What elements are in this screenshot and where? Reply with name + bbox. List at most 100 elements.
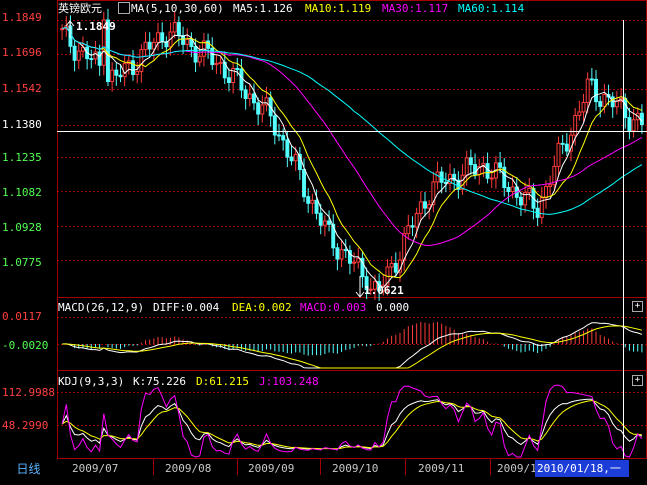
kdj-k-value: K:75.226 — [133, 375, 186, 388]
candle-body — [364, 276, 369, 291]
candle-body — [602, 94, 607, 107]
ma60-value: MA60:1.114 — [458, 2, 525, 15]
candle-body — [564, 143, 569, 152]
candle-body — [176, 22, 181, 37]
moving-average-lines — [61, 26, 643, 288]
ma30-value: MA30:1.117 — [382, 2, 449, 15]
candle-body — [139, 49, 144, 73]
candle-body — [435, 171, 440, 183]
candle-body — [131, 60, 135, 75]
candle-body — [573, 115, 578, 136]
candle-body — [631, 119, 636, 132]
candle-body — [143, 41, 148, 51]
main-y-tick: 1.1082 — [2, 186, 42, 199]
candle-body — [393, 262, 398, 273]
candle-body — [343, 249, 348, 252]
cursor-date-box: 2010/01/18,一 — [535, 460, 629, 477]
ma-settings-icon[interactable] — [118, 2, 130, 14]
candle-body — [639, 112, 644, 126]
candle-body — [485, 163, 490, 179]
candle-body — [164, 41, 169, 48]
candle-body — [418, 201, 423, 214]
macd-expand-button[interactable]: + — [632, 301, 643, 312]
candle-body — [322, 220, 327, 226]
candle-body — [226, 77, 231, 84]
low-label: 1.0621 — [364, 284, 404, 297]
high-arrow — [65, 20, 75, 38]
main-y-tick: 1.0775 — [2, 256, 42, 269]
candle-body — [210, 47, 215, 66]
candle-body — [585, 78, 590, 103]
candle-body — [473, 164, 478, 175]
candle-body — [285, 139, 290, 158]
candle-body — [247, 93, 252, 99]
candle-body — [339, 249, 344, 260]
candle-body — [89, 58, 94, 61]
candle-body — [410, 225, 415, 228]
candle-body — [327, 220, 332, 225]
candle-body — [218, 61, 223, 64]
candle-body — [193, 46, 198, 63]
candle-body — [289, 156, 294, 162]
main-candles — [60, 8, 644, 301]
candle-body — [460, 174, 465, 190]
ma-label: MA(5,10,30,60) — [131, 2, 224, 15]
candle-body — [352, 261, 357, 264]
candle-body — [589, 78, 594, 81]
candle-body — [156, 32, 160, 43]
candle-body — [72, 45, 77, 61]
macd-diff-line — [62, 322, 643, 369]
main-y-tick: 1.1849 — [2, 11, 42, 24]
macd-label: MACD(26,12,9) — [58, 301, 145, 314]
candle-body — [560, 142, 565, 145]
candle-body — [577, 111, 582, 117]
candle-body — [310, 199, 315, 204]
ma10-line — [61, 26, 643, 279]
candle-body — [93, 51, 98, 60]
candle-body — [277, 134, 281, 137]
kdj-d-line — [61, 399, 642, 450]
candle-body — [518, 196, 523, 206]
ma10-value: MA10:1.119 — [305, 2, 372, 15]
period-tab-daily[interactable]: 日线 — [0, 460, 57, 478]
candle-body — [406, 225, 411, 235]
candle-body — [598, 101, 603, 107]
candle-body — [372, 281, 377, 290]
candle-body — [368, 288, 373, 291]
candle-body — [523, 192, 528, 206]
candle-body — [527, 187, 532, 194]
x-tick: 2009/09 — [248, 462, 295, 475]
kdj-y-tick: 48.2990 — [2, 419, 49, 432]
candle-body — [293, 153, 298, 162]
main-y-tick: 1.1542 — [2, 82, 42, 95]
candle-body — [489, 177, 494, 180]
ma60-line — [61, 26, 643, 215]
candle-body — [498, 162, 503, 168]
candle-body — [569, 134, 573, 152]
macd-dea-line — [62, 325, 643, 369]
kdj-j-value: J:103.248 — [259, 375, 319, 388]
candle-body — [452, 173, 457, 181]
candle-body — [347, 250, 352, 264]
kdj-expand-button[interactable]: + — [632, 375, 643, 386]
kdj-lines — [61, 384, 643, 458]
low-arrow — [355, 276, 365, 298]
candle-body — [272, 115, 277, 136]
kdj-label: KDJ(9,3,3) — [58, 375, 125, 388]
macd-macd-value: MACD:0.003 — [300, 301, 367, 314]
candle-body — [431, 181, 436, 206]
candle-body — [302, 169, 306, 198]
candle-body — [197, 55, 202, 63]
candle-body — [610, 96, 615, 108]
candle-body — [506, 186, 511, 193]
candle-body — [356, 257, 361, 263]
candle-body — [402, 233, 407, 261]
candle-body — [243, 89, 248, 99]
candle-body — [110, 69, 115, 83]
instrument-title: 英镑欧元 — [58, 2, 102, 15]
macd-histogram-lines — [62, 321, 643, 369]
x-tick: 2009/1 — [497, 462, 537, 475]
candle-body — [556, 142, 561, 167]
